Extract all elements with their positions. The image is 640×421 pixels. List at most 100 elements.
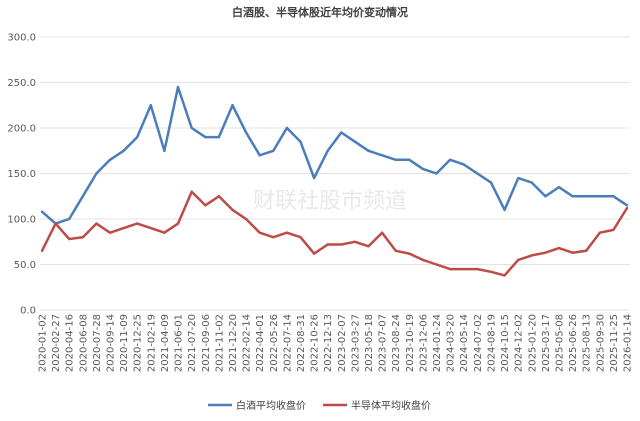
data-point (421, 258, 425, 262)
x-tick-label: 2024-12-02 (514, 314, 525, 372)
data-point (598, 195, 601, 198)
x-tick-label: 2020-01-02 (38, 314, 49, 372)
x-tick-label: 2022-07-14 (282, 314, 293, 372)
data-point (326, 149, 329, 152)
data-point (380, 154, 384, 157)
data-point (95, 222, 98, 225)
data-point (108, 158, 112, 162)
x-tick-label: 2022-04-01 (255, 314, 266, 372)
data-point (231, 104, 234, 107)
data-point (81, 236, 85, 239)
data-point (149, 226, 153, 230)
data-point (625, 206, 629, 210)
data-point (435, 172, 438, 175)
data-point (190, 190, 193, 193)
data-point (612, 228, 615, 232)
x-tick-label: 2025-01-20 (527, 314, 538, 372)
y-tick-label: 300.0 (7, 33, 36, 44)
x-tick-label: 2020-02-27 (51, 314, 62, 372)
y-tick-label: 150.0 (7, 169, 36, 180)
data-point (340, 131, 343, 134)
x-tick-label: 2020-11-09 (119, 314, 130, 372)
x-tick-label: 2024-10-15 (500, 314, 511, 372)
x-tick-label: 2025-09-30 (595, 314, 606, 372)
data-point (408, 252, 411, 255)
y-tick-label: 100.0 (7, 215, 36, 226)
legend-label-baijiu: 白酒平均收盘价 (236, 399, 306, 412)
x-tick-label: 2022-05-26 (269, 314, 280, 372)
data-point (108, 231, 112, 234)
data-point (204, 204, 207, 207)
legend-label-semiconductor: 半导体平均收盘价 (351, 399, 431, 412)
data-point (68, 237, 71, 241)
data-point (176, 222, 180, 225)
data-point (408, 158, 411, 162)
x-tick-label: 2021-04-09 (160, 314, 171, 372)
x-tick-label: 2025-11-25 (609, 314, 620, 372)
data-point (489, 181, 493, 184)
data-point (503, 274, 506, 277)
data-point (448, 267, 452, 271)
data-point (394, 249, 397, 253)
data-point (625, 204, 629, 207)
data-point (476, 267, 479, 271)
x-tick-label: 2023-10-19 (405, 314, 416, 372)
series-line-1 (40, 190, 629, 277)
data-point (571, 195, 574, 198)
data-point (516, 258, 520, 262)
data-point (462, 163, 465, 166)
data-point (394, 158, 397, 162)
x-tick-label: 2023-05-18 (364, 314, 375, 372)
x-tick-label: 2021-02-19 (146, 314, 157, 372)
x-tick-label: 2024-03-20 (446, 314, 457, 372)
data-point (204, 135, 207, 139)
y-tick-label: 50.0 (14, 260, 36, 271)
data-point (285, 126, 289, 130)
data-point (421, 167, 425, 171)
data-point (516, 176, 520, 180)
data-point (367, 149, 370, 152)
x-tick-label: 2026-01-14 (623, 314, 634, 372)
data-point (584, 249, 588, 253)
x-tick-label: 2025-08-13 (582, 314, 593, 372)
x-tick-label: 2022-12-13 (323, 314, 334, 372)
data-point (136, 135, 139, 139)
data-point (326, 243, 329, 246)
data-point (503, 208, 506, 212)
data-point (312, 252, 316, 255)
data-point (40, 249, 44, 253)
data-point (312, 176, 316, 180)
x-tick-label: 2020-06-08 (78, 314, 89, 372)
y-tick-label: 200.0 (7, 124, 36, 135)
data-point (272, 149, 275, 152)
data-point (95, 172, 98, 175)
data-point (598, 231, 601, 234)
x-tick-label: 2025-06-26 (568, 314, 579, 372)
data-point (217, 135, 221, 139)
data-point (584, 195, 588, 198)
data-point (122, 226, 125, 230)
data-point (530, 254, 533, 257)
x-tick-label: 2024-08-19 (486, 314, 497, 372)
data-point (489, 270, 493, 273)
x-tick-label: 2021-11-02 (214, 314, 225, 372)
chart-title: 白酒股、半导体股近年均价变动情况 (232, 5, 408, 19)
data-point (149, 104, 153, 107)
data-point (544, 251, 547, 254)
x-tick-label: 2021-07-20 (187, 314, 198, 372)
x-tick-label: 2024-07-02 (473, 314, 484, 372)
data-point (448, 158, 452, 162)
x-tick-label: 2023-02-07 (337, 314, 348, 372)
x-tick-label: 2024-01-24 (432, 314, 443, 372)
x-tick-label: 2025-03-17 (541, 314, 552, 372)
x-tick-label: 2025-05-08 (554, 314, 565, 372)
data-point (285, 231, 289, 234)
data-point (340, 243, 343, 246)
data-point (231, 208, 234, 212)
data-point (68, 217, 71, 221)
data-point (571, 251, 574, 254)
data-point (136, 222, 139, 225)
data-point (462, 267, 465, 271)
data-point (163, 149, 166, 152)
x-tick-label: 2023-12-06 (418, 314, 429, 372)
